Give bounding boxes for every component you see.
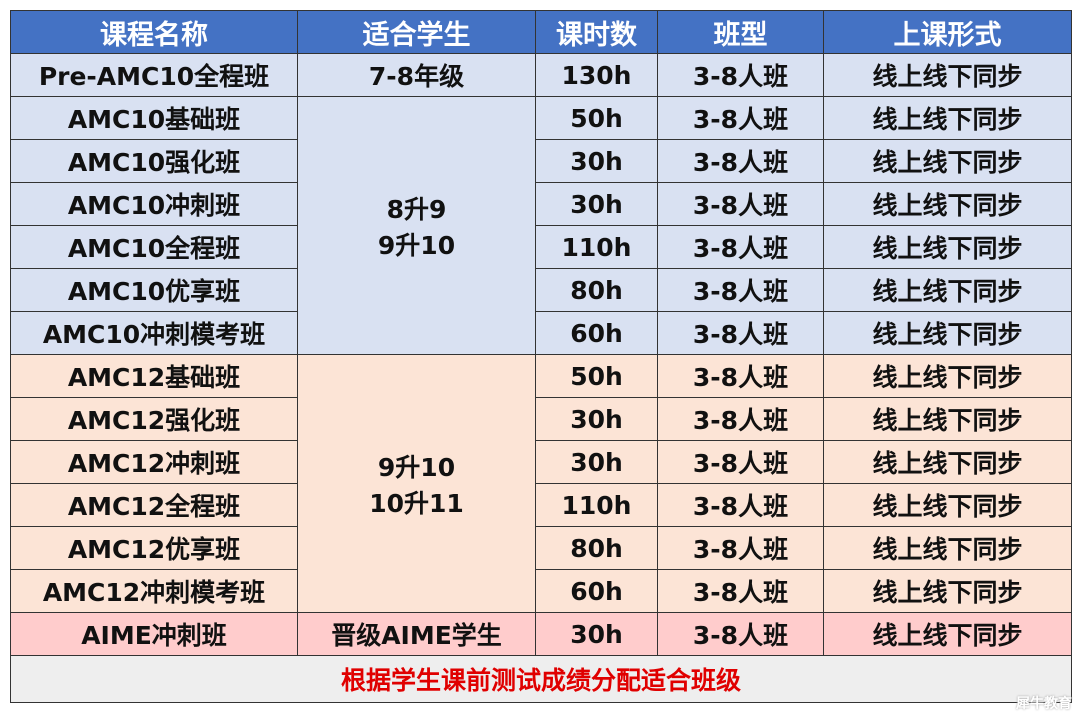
table-cell: 线上线下同步 — [823, 268, 1072, 312]
table-row: Pre-AMC10全程班 7-8年级 130h 3-8人班 线上线下同步 — [10, 53, 1072, 97]
table-cell: 3-8人班 — [657, 96, 824, 140]
table-row: AMC10优享班 80h 3-8人班 线上线下同步 — [10, 268, 1072, 312]
header-cell: 上课形式 — [823, 10, 1072, 54]
table-cell: 线上线下同步 — [823, 311, 1072, 355]
watermark-logo: 犀牛教育 — [1016, 696, 1072, 712]
table-cell: AMC12基础班 — [10, 354, 298, 398]
table-cell: 130h — [535, 53, 658, 97]
students-group-cell: 9升10 10升11 — [297, 354, 536, 613]
table-row: AMC12优享班 80h 3-8人班 线上线下同步 — [10, 526, 1072, 570]
header-row: 课程名称 适合学生 课时数 班型 上课形式 — [10, 10, 1072, 54]
table-cell: AMC10优享班 — [10, 268, 298, 312]
table-cell: 30h — [535, 397, 658, 441]
header-cell: 课程名称 — [10, 10, 298, 54]
table-cell: 30h — [535, 182, 658, 226]
table-cell: AMC10全程班 — [10, 225, 298, 269]
table-cell: 线上线下同步 — [823, 96, 1072, 140]
table-cell: 80h — [535, 526, 658, 570]
table-cell: AMC10基础班 — [10, 96, 298, 140]
table-cell: AMC10冲刺班 — [10, 182, 298, 226]
table-row: AMC12冲刺模考班 60h 3-8人班 线上线下同步 — [10, 569, 1072, 613]
course-table: 课程名称 适合学生 课时数 班型 上课形式 Pre-AMC10全程班 7-8年级 1… — [10, 10, 1072, 703]
table-cell: 3-8人班 — [657, 311, 824, 355]
table-cell: 30h — [535, 139, 658, 183]
table-cell: 60h — [535, 311, 658, 355]
table-cell: 50h — [535, 354, 658, 398]
table-row: AIME冲刺班 晋级AIME学生 30h 3-8人班 线上线下同步 — [10, 612, 1072, 656]
table-row: AMC12强化班 30h 3-8人班 线上线下同步 — [10, 397, 1072, 441]
table-cell: 7-8年级 — [297, 53, 536, 97]
header-cell: 适合学生 — [297, 10, 536, 54]
table-cell: AMC12冲刺班 — [10, 440, 298, 484]
table-cell: AMC10强化班 — [10, 139, 298, 183]
table-cell: 3-8人班 — [657, 483, 824, 527]
students-group-cell: 8升9 9升10 — [297, 96, 536, 355]
table-cell: AMC10冲刺模考班 — [10, 311, 298, 355]
table-cell: 晋级AIME学生 — [297, 612, 536, 656]
table-cell: 110h — [535, 225, 658, 269]
table-cell: 线上线下同步 — [823, 354, 1072, 398]
table-cell: 线上线下同步 — [823, 182, 1072, 226]
table-cell: 3-8人班 — [657, 612, 824, 656]
table-cell: 3-8人班 — [657, 139, 824, 183]
table-cell: 3-8人班 — [657, 53, 824, 97]
footer-note: 根据学生课前测试成绩分配适合班级 — [10, 655, 1072, 703]
table-cell: 3-8人班 — [657, 526, 824, 570]
table-cell: 线上线下同步 — [823, 440, 1072, 484]
table-cell: 线上线下同步 — [823, 483, 1072, 527]
table-cell: 60h — [535, 569, 658, 613]
table-cell: 50h — [535, 96, 658, 140]
table-cell: 线上线下同步 — [823, 397, 1072, 441]
table-cell: 3-8人班 — [657, 225, 824, 269]
table-row: AMC10全程班 110h 3-8人班 线上线下同步 — [10, 225, 1072, 269]
table-cell: 线上线下同步 — [823, 526, 1072, 570]
table-cell: 3-8人班 — [657, 354, 824, 398]
table-cell: 80h — [535, 268, 658, 312]
table-cell: 3-8人班 — [657, 182, 824, 226]
header-cell: 课时数 — [535, 10, 658, 54]
table-cell: 3-8人班 — [657, 440, 824, 484]
table-cell: 3-8人班 — [657, 569, 824, 613]
students-line: 9升10 — [377, 452, 456, 482]
table-row: AMC12全程班 110h 3-8人班 线上线下同步 — [10, 483, 1072, 527]
table-row: AMC12冲刺班 30h 3-8人班 线上线下同步 — [10, 440, 1072, 484]
table-cell: 线上线下同步 — [823, 612, 1072, 656]
table-cell: 3-8人班 — [657, 268, 824, 312]
table-row: AMC12基础班 9升10 10升11 50h 3-8人班 线上线下同步 — [10, 354, 1072, 613]
table-cell: AMC12强化班 — [10, 397, 298, 441]
table-cell: AIME冲刺班 — [10, 612, 298, 656]
table-cell: Pre-AMC10全程班 — [10, 53, 298, 97]
table-cell: AMC12全程班 — [10, 483, 298, 527]
students-line: 10升11 — [369, 488, 464, 518]
header-cell: 班型 — [657, 10, 824, 54]
table-cell: 3-8人班 — [657, 397, 824, 441]
table-cell: 线上线下同步 — [823, 569, 1072, 613]
table-cell: 线上线下同步 — [823, 53, 1072, 97]
table-cell: 线上线下同步 — [823, 139, 1072, 183]
footer-row: 根据学生课前测试成绩分配适合班级 — [10, 655, 1072, 703]
students-line: 8升9 — [386, 194, 447, 224]
table-row: AMC10基础班 8升9 9升10 50h 3-8人班 线上线下同步 — [10, 96, 1072, 355]
table-cell: 线上线下同步 — [823, 225, 1072, 269]
table-cell: AMC12优享班 — [10, 526, 298, 570]
students-line: 9升10 — [377, 230, 456, 260]
table-cell: 30h — [535, 440, 658, 484]
table-row: AMC10冲刺模考班 60h 3-8人班 线上线下同步 — [10, 311, 1072, 355]
table-cell: AMC12冲刺模考班 — [10, 569, 298, 613]
table-row: AMC10强化班 30h 3-8人班 线上线下同步 — [10, 139, 1072, 183]
table-cell: 110h — [535, 483, 658, 527]
table-cell: 30h — [535, 612, 658, 656]
table-row: AMC10冲刺班 30h 3-8人班 线上线下同步 — [10, 182, 1072, 226]
